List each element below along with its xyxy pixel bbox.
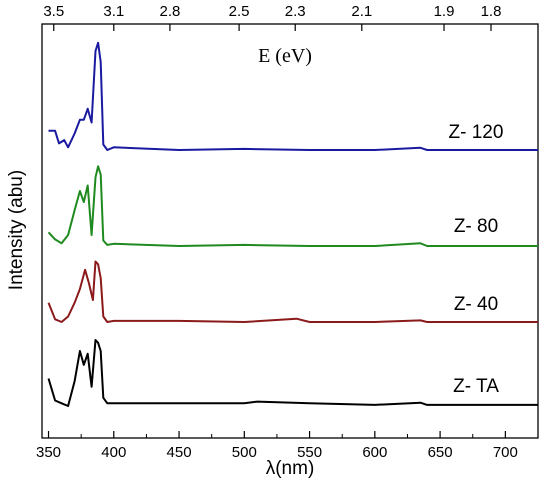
x-tick-label: 650 <box>428 444 453 461</box>
plot-frame <box>41 23 539 439</box>
top-energy-axis: 3.5 3.1 2.8 2.5 2.3 2.1 1.9 1.8 <box>43 3 501 31</box>
x-tick-label: 500 <box>232 444 257 461</box>
top-tick-label: 3.1 <box>103 3 124 20</box>
series-line <box>47 165 538 247</box>
series-line <box>47 260 538 323</box>
x-tick-label: 400 <box>101 444 126 461</box>
top-tick-label: 2.5 <box>229 3 250 20</box>
top-tick-label: 1.9 <box>434 3 455 20</box>
top-tick-label: 2.8 <box>159 3 180 20</box>
x-tick-label: 600 <box>362 444 387 461</box>
series-label: Z- TA <box>453 376 499 397</box>
series-layer: Z- 120 Z- 80 Z- 40 Z- TA <box>47 41 538 407</box>
series-label: Z- 120 <box>449 122 504 143</box>
y-axis-title: Intensity (abu) <box>6 170 27 290</box>
top-tick-label: 2.1 <box>351 3 372 20</box>
series-label: Z- 40 <box>454 294 498 315</box>
x-axis-title: λ(nm) <box>266 458 315 479</box>
x-tick-label: 450 <box>167 444 192 461</box>
top-tick-label: 2.3 <box>285 3 306 20</box>
series-line <box>47 339 538 407</box>
x-tick-label: 550 <box>297 444 322 461</box>
top-tick-label: 1.8 <box>481 3 502 20</box>
series-label: Z- 80 <box>454 216 498 237</box>
x-tick-label: 700 <box>493 444 518 461</box>
top-axis-title: E (eV) <box>258 45 312 67</box>
top-tick-label: 3.5 <box>43 3 64 20</box>
series-line <box>48 41 538 151</box>
x-tick-label: 350 <box>36 444 61 461</box>
bottom-axis: 350 400 450 500 550 600 650 700 <box>36 431 518 461</box>
